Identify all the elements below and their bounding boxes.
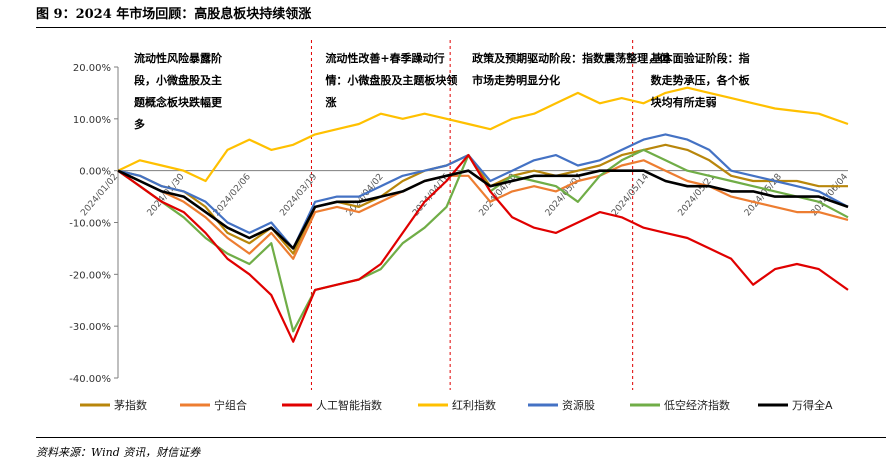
legend-item-6: 万得全A bbox=[758, 398, 833, 412]
legend-item-5: 低空经济指数 bbox=[630, 398, 730, 412]
phase-annotation-line: 题概念板块跌幅更 bbox=[134, 95, 223, 109]
legend-item-2: 人工智能指数 bbox=[282, 398, 382, 412]
series-line-1 bbox=[117, 159, 849, 260]
phase-annotation-line: 基本面验证阶段：指 bbox=[650, 51, 750, 65]
x-tick-label: 2024/04/02 bbox=[345, 172, 386, 218]
series-line-3 bbox=[117, 86, 849, 183]
legend-label: 低空经济指数 bbox=[664, 398, 730, 412]
legend-label: 万得全A bbox=[792, 398, 833, 412]
series-line-2 bbox=[117, 154, 849, 343]
phase-annotation-line: 多 bbox=[134, 117, 145, 131]
legend-label: 茅指数 bbox=[114, 398, 147, 412]
y-tick-label: 20.00% bbox=[73, 63, 111, 74]
phase-annotation-4: 基本面验证阶段：指数走势承压，各个板块均有所走弱 bbox=[650, 51, 751, 109]
phase-annotation-line: 段，小微盘股及主 bbox=[134, 73, 222, 87]
title-rule bbox=[36, 27, 886, 28]
series-line-4 bbox=[117, 133, 849, 250]
phase-dividers bbox=[310, 40, 634, 390]
phase-annotation-line: 流动性改善+春季躁动行 bbox=[325, 51, 444, 65]
x-tick-label: 2024/01/02 bbox=[79, 172, 120, 218]
legend-label: 宁组合 bbox=[214, 398, 247, 412]
legend-label: 人工智能指数 bbox=[316, 398, 382, 412]
y-tick-label: -20.00% bbox=[69, 270, 111, 281]
legend-label: 资源股 bbox=[562, 398, 595, 412]
legend-item-0: 茅指数 bbox=[80, 398, 147, 412]
x-tick-label: 2024/05/07 bbox=[544, 172, 585, 218]
y-tick-label: -40.00% bbox=[69, 374, 111, 385]
legend-item-4: 资源股 bbox=[528, 398, 595, 412]
phase-annotation-line: 涨 bbox=[325, 95, 336, 109]
legend-item-3: 红利指数 bbox=[418, 398, 496, 412]
x-tick-label: 2024/05/14 bbox=[610, 172, 651, 218]
figure-title: 图 9：2024 年市场回顾：高股息板块持续领涨 bbox=[36, 7, 312, 22]
y-tick-label: -30.00% bbox=[69, 322, 111, 333]
legend: 茅指数 宁组合 人工智能指数 红利指数 资源股 低空经济指数 万得全A bbox=[80, 398, 833, 412]
x-tick-label: 2024/02/06 bbox=[212, 172, 253, 218]
series-line-0 bbox=[117, 143, 848, 255]
phase-annotations: 流动性风险暴露阶段，小微盘股及主题概念板块跌幅更多 流动性改善+春季躁动行情：小微… bbox=[134, 51, 751, 131]
phase-annotation-line: 数走势承压，各个板 bbox=[651, 73, 751, 87]
phase-annotation-3: 政策及预期驱动阶段：指数震荡整理，但市场走势明显分化 bbox=[472, 51, 670, 87]
phase-annotation-line: 流动性风险暴露阶 bbox=[134, 51, 223, 65]
phase-annotation-line: 市场走势明显分化 bbox=[472, 73, 560, 87]
y-tick-label: 0.00% bbox=[79, 167, 111, 178]
series-line-6 bbox=[117, 169, 849, 250]
source-note: 资料来源：Wind 资讯，财信证券 bbox=[36, 446, 201, 459]
chart: 20.00% 10.00% 0.00% -10.00% -20.00% -30.00% -4… bbox=[69, 40, 850, 412]
phase-annotation-line: 块均有所走弱 bbox=[651, 95, 717, 109]
y-axis: 20.00% 10.00% 0.00% -10.00% -20.00% -30.00% -4… bbox=[69, 63, 848, 385]
phase-annotation-1: 流动性风险暴露阶段，小微盘股及主题概念板块跌幅更多 bbox=[134, 51, 223, 131]
y-tick-label: 10.00% bbox=[73, 115, 111, 126]
phase-annotation-2: 流动性改善+春季躁动行情：小微盘股及主题板块领涨 bbox=[325, 51, 457, 109]
footer-rule bbox=[36, 437, 886, 438]
legend-label: 红利指数 bbox=[452, 398, 496, 412]
legend-item-1: 宁组合 bbox=[180, 398, 247, 412]
phase-annotation-line: 情：小微盘股及主题板块领 bbox=[325, 73, 457, 87]
y-tick-label: -10.00% bbox=[69, 219, 111, 230]
x-axis-tick-labels: 2024/01/02 2024/01/30 2024/02/06 2024/03/19… bbox=[79, 172, 850, 218]
phase-annotation-line: 政策及预期驱动阶段：指数震荡整理，但 bbox=[472, 51, 670, 65]
series-lines bbox=[117, 86, 849, 343]
